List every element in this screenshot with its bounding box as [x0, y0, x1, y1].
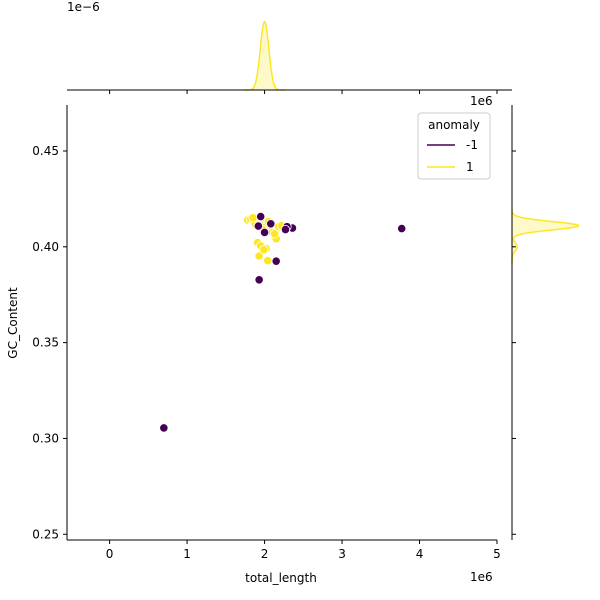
x-tick-label: 2 — [261, 547, 269, 561]
y-ticks: 0.25 0.30 0.35 0.40 0.45 — [32, 144, 67, 541]
scatter-points — [159, 211, 407, 433]
x-tick-label: 3 — [338, 547, 346, 561]
legend-title: anomaly — [428, 118, 480, 132]
scatter-point-anomaly-neg1 — [280, 224, 291, 235]
y-tick-label: 0.45 — [32, 144, 59, 158]
marginal-x-density-fill — [247, 21, 282, 91]
marginal-x-panel: 1e−6 1e6 — [67, 0, 512, 108]
x-tick-label: 4 — [416, 547, 424, 561]
scatter-point-anomaly-neg1 — [259, 227, 270, 238]
marginal-x-ticks — [109, 90, 498, 94]
scatter-point-anomaly-neg1 — [254, 275, 264, 285]
x-ticks: 0 1 2 3 4 5 — [106, 540, 501, 561]
y-tick-label: 0.35 — [32, 336, 59, 350]
scatter-point-anomaly-neg1 — [266, 219, 276, 229]
legend-label-1: 1 — [466, 160, 474, 174]
x-axis-label: total_length — [245, 571, 317, 585]
y-tick-label: 0.25 — [32, 527, 59, 541]
x-tick-label: 5 — [493, 547, 501, 561]
main-axes: 0 1 2 3 4 5 0.25 0.30 0.35 0.40 0.45 total_length… — [6, 105, 501, 585]
marginal-y-ticks — [512, 150, 516, 535]
scatter-point-anomaly-neg1 — [256, 211, 266, 222]
y-axis-label: GC_Content — [6, 287, 20, 359]
marginal-x-offset-label: 1e6 — [470, 94, 493, 108]
x-tick-label: 1 — [183, 547, 191, 561]
scatter-point-anomaly-neg1 — [271, 256, 281, 266]
scatter-point-anomaly-1 — [254, 251, 264, 261]
scatter-point-anomaly-1 — [270, 229, 280, 239]
marginal-y-density-line — [511, 208, 580, 264]
legend-label-neg1: -1 — [466, 138, 478, 152]
legend: anomaly -1 1 — [417, 112, 491, 180]
scatter-point-anomaly-neg1 — [397, 224, 407, 234]
marginal-y-panel — [511, 105, 580, 540]
x-axis-offset-label: 1e6 — [470, 570, 493, 584]
scatter-point-anomaly-neg1 — [253, 221, 263, 231]
scatter-point-anomaly-1 — [259, 245, 269, 255]
y-tick-label: 0.40 — [32, 240, 59, 254]
y-tick-label: 0.30 — [32, 431, 59, 445]
x-tick-label: 0 — [106, 547, 114, 561]
scatter-point-anomaly-1 — [248, 213, 258, 223]
marginal-y-offset-label: 1e−6 — [67, 0, 100, 14]
legend-box — [417, 112, 491, 180]
scatter-point-anomaly-neg1 — [159, 423, 169, 433]
scatter-point-anomaly-1 — [263, 256, 273, 266]
